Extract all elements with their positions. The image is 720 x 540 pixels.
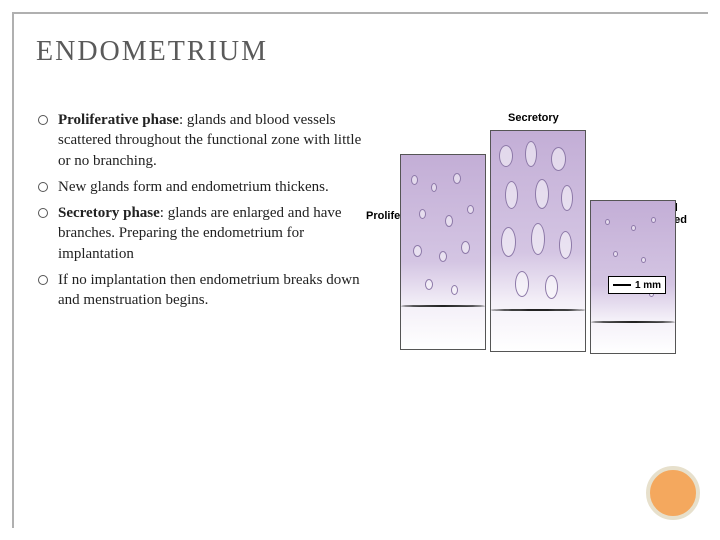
frame-left: [12, 12, 14, 528]
label-secretory: Secretory: [508, 112, 559, 124]
scale-bar: 1 mm: [608, 276, 666, 294]
list-item: Proliferative phase: glands and blood ve…: [36, 110, 366, 171]
list-item: If no implantation then endometrium brea…: [36, 270, 366, 311]
bullet-bold: Proliferative phase: [58, 112, 179, 128]
panel-secretory: [490, 130, 586, 352]
list-item: New glands form and endometrium thickens…: [36, 177, 366, 197]
panel-proliferative: [400, 154, 486, 350]
scale-line: [613, 284, 631, 286]
list-item: Secretory phase: glands are enlarged and…: [36, 203, 366, 264]
accent-circle: [646, 466, 700, 520]
page-title: ENDOMETRIUM: [36, 36, 268, 68]
histology-figure: Secretory Proliferative AsoprisnilSuppre…: [380, 120, 690, 380]
bullet-bold: Secretory phase: [58, 205, 160, 221]
bullet-text: New glands form and endometrium thickens…: [58, 179, 329, 195]
scale-text: 1 mm: [635, 280, 661, 291]
bullet-text: If no implantation then endometrium brea…: [58, 272, 360, 308]
bullet-list: Proliferative phase: glands and blood ve…: [36, 110, 366, 316]
frame-top: [12, 12, 708, 14]
